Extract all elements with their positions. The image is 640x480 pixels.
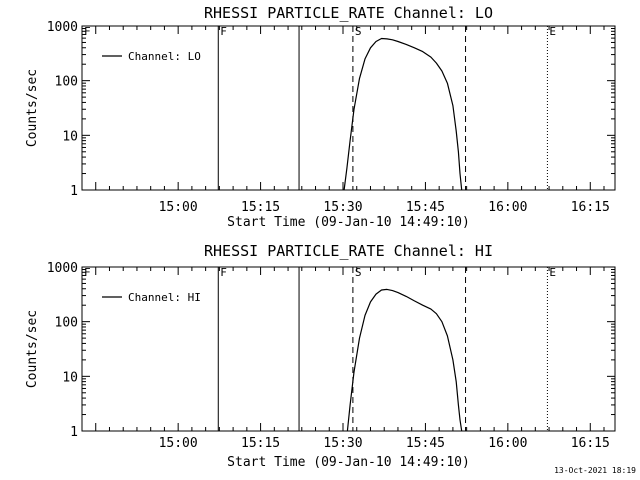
legend-entry: Channel: HI [128, 291, 201, 304]
event-marker-label: E [549, 266, 556, 279]
event-marker-label: F [220, 266, 227, 279]
chart-title: RHESSI PARTICLE_RATE Channel: HI [204, 242, 493, 260]
event-marker-label: F [220, 25, 227, 38]
x-tick-label: 15:00 [159, 436, 198, 451]
x-tick-label: 15:30 [323, 200, 362, 215]
event-marker-label: F [84, 25, 91, 38]
event-marker-label: F [84, 266, 91, 279]
event-marker-label: S [355, 266, 362, 279]
series-line [343, 37, 463, 191]
x-tick-label: 15:00 [159, 200, 198, 215]
x-axis-label: Start Time (09-Jan-10 14:49:10) [227, 215, 470, 230]
x-tick-label: 16:15 [571, 200, 610, 215]
y-tick-label: 1 [70, 184, 78, 199]
y-tick-label: 10 [62, 370, 78, 385]
chart-panel-2: RHESSI PARTICLE_RATE Channel: HI 15:00 15:… [25, 242, 616, 470]
event-marker-label: E [549, 25, 556, 38]
y-axis-label: Counts/sec [25, 69, 40, 147]
chart-panel-1: RHESSI PARTICLE_RATE Channel: LO 15:00 15:… [25, 4, 616, 230]
y-tick-label: 1000 [47, 261, 78, 276]
x-tick-label: 15:15 [241, 200, 280, 215]
x-tick-label: 16:00 [488, 200, 527, 215]
y-tick-label: 1 [70, 425, 78, 440]
x-tick-label: 16:15 [571, 436, 610, 451]
series-line [346, 288, 463, 432]
x-tick-label: 15:30 [323, 436, 362, 451]
y-tick-label: 10 [62, 129, 78, 144]
y-tick-label: 100 [55, 75, 78, 90]
plot-timestamp: 13-Oct-2021 18:19 [554, 466, 636, 475]
x-tick-label: 16:00 [488, 436, 527, 451]
y-tick-label: 100 [55, 316, 78, 331]
plot-frame [81, 25, 616, 191]
y-tick-label: 1000 [47, 20, 78, 35]
x-tick-label: 15:15 [241, 436, 280, 451]
event-marker-label: S [355, 25, 362, 38]
chart-title: RHESSI PARTICLE_RATE Channel: LO [204, 4, 493, 22]
y-axis-label: Counts/sec [25, 310, 40, 388]
x-tick-label: 15:45 [406, 436, 445, 451]
x-tick-label: 15:45 [406, 200, 445, 215]
legend-entry: Channel: LO [128, 50, 201, 63]
x-axis-label: Start Time (09-Jan-10 14:49:10) [227, 455, 470, 470]
